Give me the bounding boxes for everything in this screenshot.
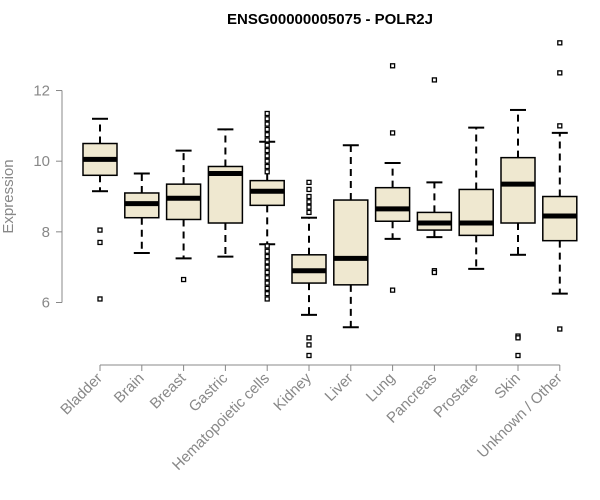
outlier-point — [389, 63, 396, 69]
outlier-point — [306, 186, 312, 193]
x-tick-label: Kidney — [270, 369, 315, 414]
outlier-point — [557, 70, 563, 76]
outlier-point — [264, 142, 270, 148]
box-unknown-other — [542, 40, 578, 332]
x-tick-label: Bladder — [57, 370, 106, 419]
x-tick-label: Breast — [147, 369, 190, 412]
outlier-point — [264, 116, 270, 122]
outlier-point — [557, 326, 563, 332]
outlier-point — [515, 335, 521, 341]
box-hematopoietic-cells — [249, 110, 285, 302]
box-gastric — [207, 128, 244, 258]
y-tick-label: 8 — [42, 224, 50, 241]
box-lung — [374, 63, 411, 293]
outlier-point — [264, 158, 270, 164]
outlier-point — [515, 352, 521, 359]
outlier-point — [264, 163, 270, 170]
outlier-point — [264, 291, 270, 297]
box-brain — [124, 172, 160, 255]
y-tick-label: 12 — [33, 83, 50, 100]
chart-title: ENSG00000005075 - POLR2J — [227, 11, 433, 28]
x-tick-label: Brain — [111, 370, 148, 407]
outlier-point — [180, 276, 187, 283]
outlier-point — [306, 199, 312, 205]
box-liver — [333, 144, 369, 329]
outlier-point — [557, 40, 563, 46]
outlier-point — [306, 193, 312, 200]
x-tick-label: Skin — [491, 370, 524, 403]
x-tick-label: Liver — [322, 370, 357, 405]
outlier-point — [264, 280, 270, 286]
iqr-box — [500, 156, 536, 224]
outlier-point — [264, 121, 270, 127]
outlier-point — [264, 132, 270, 138]
outlier-point — [431, 77, 438, 83]
x-tick-label: Prostate — [430, 370, 482, 422]
iqr-box — [374, 186, 411, 222]
box-series — [82, 40, 578, 359]
outlier-point — [264, 137, 270, 143]
outlier-point — [264, 169, 270, 175]
outlier-point — [306, 204, 312, 210]
outlier-point — [264, 126, 270, 133]
outlier-point — [306, 179, 312, 186]
outlier-point — [264, 275, 270, 281]
outlier-point — [389, 287, 396, 293]
box-bladder — [82, 117, 118, 302]
outlier-point — [97, 239, 103, 246]
box-breast — [165, 149, 202, 283]
outlier-point — [97, 227, 103, 233]
iqr-box — [333, 199, 369, 286]
box-prostate — [458, 126, 494, 270]
box-skin — [500, 108, 536, 359]
box-pancreas — [416, 77, 453, 276]
outlier-point — [264, 243, 270, 249]
box-kidney — [291, 179, 327, 359]
outlier-point — [264, 269, 270, 276]
iqr-box — [542, 195, 578, 242]
y-tick-label: 6 — [42, 295, 50, 312]
iqr-box — [458, 188, 494, 237]
y-tick-label: 10 — [33, 153, 50, 170]
x-tick-label: Lung — [363, 370, 399, 406]
y-axis-title: Expression — [0, 159, 17, 233]
outlier-point — [264, 296, 270, 302]
outlier-point — [97, 296, 103, 302]
y-axis: 6 8 10 12 — [33, 83, 63, 312]
outlier-point — [306, 352, 312, 359]
iqr-box — [165, 183, 202, 221]
outlier-point — [264, 248, 270, 254]
outlier-point — [264, 285, 270, 292]
outlier-point — [557, 123, 563, 129]
outlier-point — [306, 209, 312, 216]
outlier-point — [389, 130, 396, 136]
outlier-point — [306, 342, 312, 348]
outlier-point — [264, 153, 270, 159]
outlier-point — [264, 253, 270, 260]
outlier-point — [306, 335, 312, 341]
outlier-point — [431, 269, 438, 276]
outlier-point — [264, 259, 270, 265]
outlier-point — [264, 264, 270, 270]
outlier-point — [264, 147, 270, 154]
outlier-point — [264, 110, 270, 117]
